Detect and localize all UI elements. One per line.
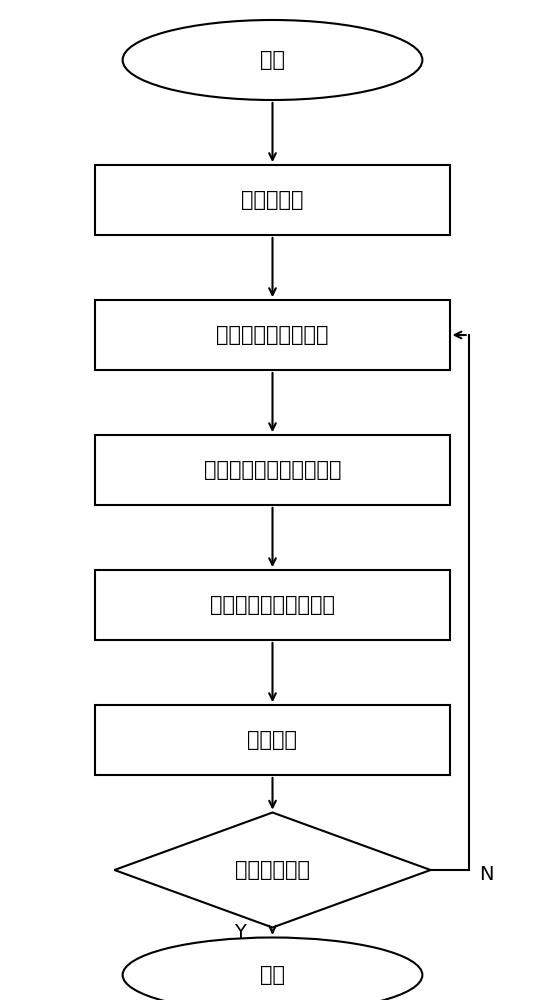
Bar	[95, 300, 450, 370]
Bar	[95, 165, 450, 235]
Text: 粒子初始化: 粒子初始化	[241, 190, 304, 210]
Text: 开始: 开始	[260, 50, 285, 70]
Text: 粒子的位置与速度更新: 粒子的位置与速度更新	[210, 595, 335, 615]
Ellipse shape	[123, 20, 422, 100]
Text: 是否满足条件: 是否满足条件	[235, 860, 310, 880]
Polygon shape	[114, 812, 431, 928]
Ellipse shape	[123, 938, 422, 1000]
Bar	[95, 570, 450, 640]
Text: 结束: 结束	[260, 965, 285, 985]
Text: 边界处理: 边界处理	[247, 730, 298, 750]
Bar	[95, 705, 450, 775]
Bar	[95, 435, 450, 505]
Text: 计算个体极值与群体极值: 计算个体极值与群体极值	[204, 460, 341, 480]
Text: N: N	[480, 865, 494, 884]
Text: Y: Y	[234, 923, 246, 942]
Text: 计算粒子的适应度值: 计算粒子的适应度值	[216, 325, 329, 345]
